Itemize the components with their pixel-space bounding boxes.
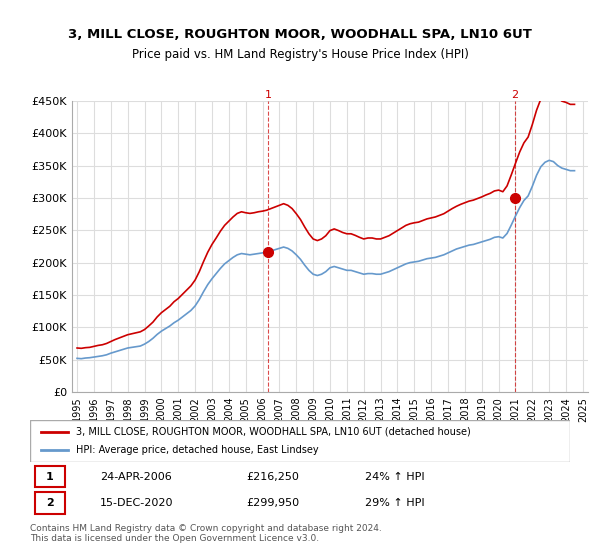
Text: 2: 2 <box>511 90 518 100</box>
Text: 3, MILL CLOSE, ROUGHTON MOOR, WOODHALL SPA, LN10 6UT: 3, MILL CLOSE, ROUGHTON MOOR, WOODHALL S… <box>68 28 532 41</box>
FancyBboxPatch shape <box>35 466 65 487</box>
FancyBboxPatch shape <box>30 420 570 462</box>
FancyBboxPatch shape <box>35 492 65 514</box>
Text: HPI: Average price, detached house, East Lindsey: HPI: Average price, detached house, East… <box>76 445 319 455</box>
Text: 1: 1 <box>265 90 271 100</box>
Text: Contains HM Land Registry data © Crown copyright and database right 2024.
This d: Contains HM Land Registry data © Crown c… <box>30 524 382 543</box>
Text: 2: 2 <box>46 498 54 508</box>
Text: 29% ↑ HPI: 29% ↑ HPI <box>365 498 424 508</box>
Text: 24-APR-2006: 24-APR-2006 <box>100 472 172 482</box>
Text: £299,950: £299,950 <box>246 498 299 508</box>
Text: 15-DEC-2020: 15-DEC-2020 <box>100 498 174 508</box>
Text: Price paid vs. HM Land Registry's House Price Index (HPI): Price paid vs. HM Land Registry's House … <box>131 48 469 60</box>
Text: 3, MILL CLOSE, ROUGHTON MOOR, WOODHALL SPA, LN10 6UT (detached house): 3, MILL CLOSE, ROUGHTON MOOR, WOODHALL S… <box>76 427 470 437</box>
Text: £216,250: £216,250 <box>246 472 299 482</box>
Text: 24% ↑ HPI: 24% ↑ HPI <box>365 472 424 482</box>
Text: 1: 1 <box>46 472 54 482</box>
